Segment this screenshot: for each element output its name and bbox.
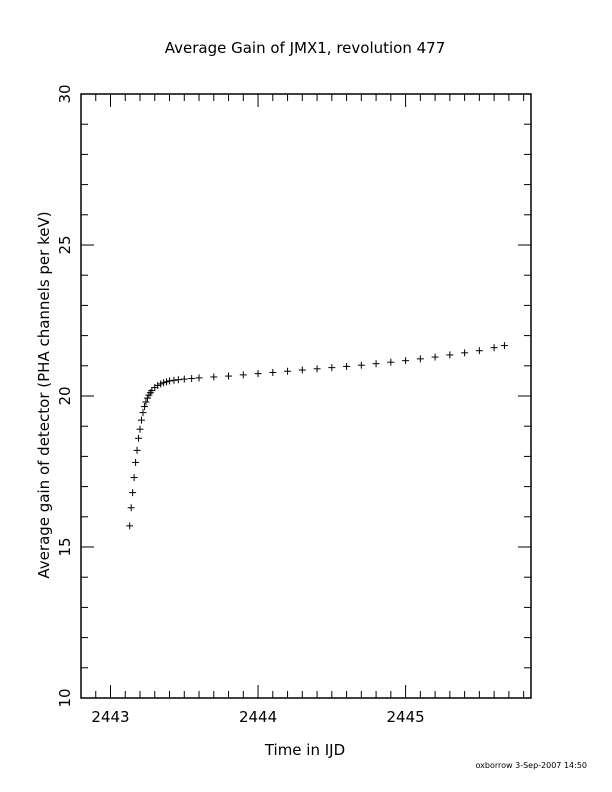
data-point: [136, 425, 144, 433]
data-point: [298, 366, 306, 374]
data-point: [127, 504, 135, 512]
data-point: [284, 367, 292, 375]
data-point: [313, 365, 321, 373]
axis-ticks: [80, 93, 531, 699]
data-point: [254, 370, 262, 378]
x-tick-label: 2444: [239, 708, 277, 726]
data-point: [402, 357, 410, 365]
data-point: [461, 349, 469, 357]
data-point: [170, 376, 178, 384]
x-tick-label: 2443: [91, 708, 129, 726]
data-point: [139, 409, 147, 417]
data-point: [269, 368, 277, 376]
data-point: [129, 489, 137, 497]
data-point: [387, 358, 395, 366]
data-point: [143, 394, 151, 402]
y-tick-labels: 10 15 20 25 30: [56, 84, 74, 707]
data-point: [148, 387, 156, 395]
data-point: [357, 361, 365, 369]
data-point: [163, 378, 171, 386]
data-point: [416, 355, 424, 363]
data-point: [210, 373, 218, 381]
data-points: [126, 342, 508, 530]
data-point: [188, 374, 196, 382]
data-point: [154, 381, 162, 389]
data-point: [130, 474, 138, 482]
y-tick-label: 30: [56, 84, 74, 103]
data-point: [490, 344, 498, 352]
y-axis-label: Average gain of detector (PHA channels p…: [35, 211, 53, 578]
x-tick-label: 2445: [386, 708, 424, 726]
chart-title: Average Gain of JMX1, revolution 477: [165, 39, 446, 57]
data-point: [343, 362, 351, 370]
data-point: [166, 377, 174, 385]
y-tick-label: 15: [56, 537, 74, 556]
data-point: [135, 434, 143, 442]
data-point: [239, 371, 247, 379]
data-point: [160, 379, 168, 387]
data-point: [475, 347, 483, 355]
x-axis-label: Time in IJD: [264, 741, 345, 759]
data-point: [431, 353, 439, 361]
data-point: [132, 458, 140, 466]
data-point: [126, 522, 134, 530]
footer-credit: oxborrow 3-Sep-2007 14:50: [476, 761, 588, 770]
x-tick-labels: 2443 2444 2445: [91, 708, 424, 726]
data-point: [500, 342, 508, 350]
data-point: [195, 374, 203, 382]
data-point: [180, 375, 188, 383]
y-tick-label: 20: [56, 386, 74, 405]
data-point: [137, 416, 145, 424]
data-point: [142, 398, 150, 406]
data-point: [372, 360, 380, 368]
data-point: [174, 376, 182, 384]
y-tick-label: 25: [56, 235, 74, 254]
data-point: [133, 446, 141, 454]
data-point: [225, 372, 233, 380]
data-point: [140, 403, 148, 411]
data-point: [157, 380, 165, 388]
data-point: [328, 364, 336, 372]
data-point: [446, 351, 454, 359]
y-tick-label: 10: [56, 688, 74, 707]
